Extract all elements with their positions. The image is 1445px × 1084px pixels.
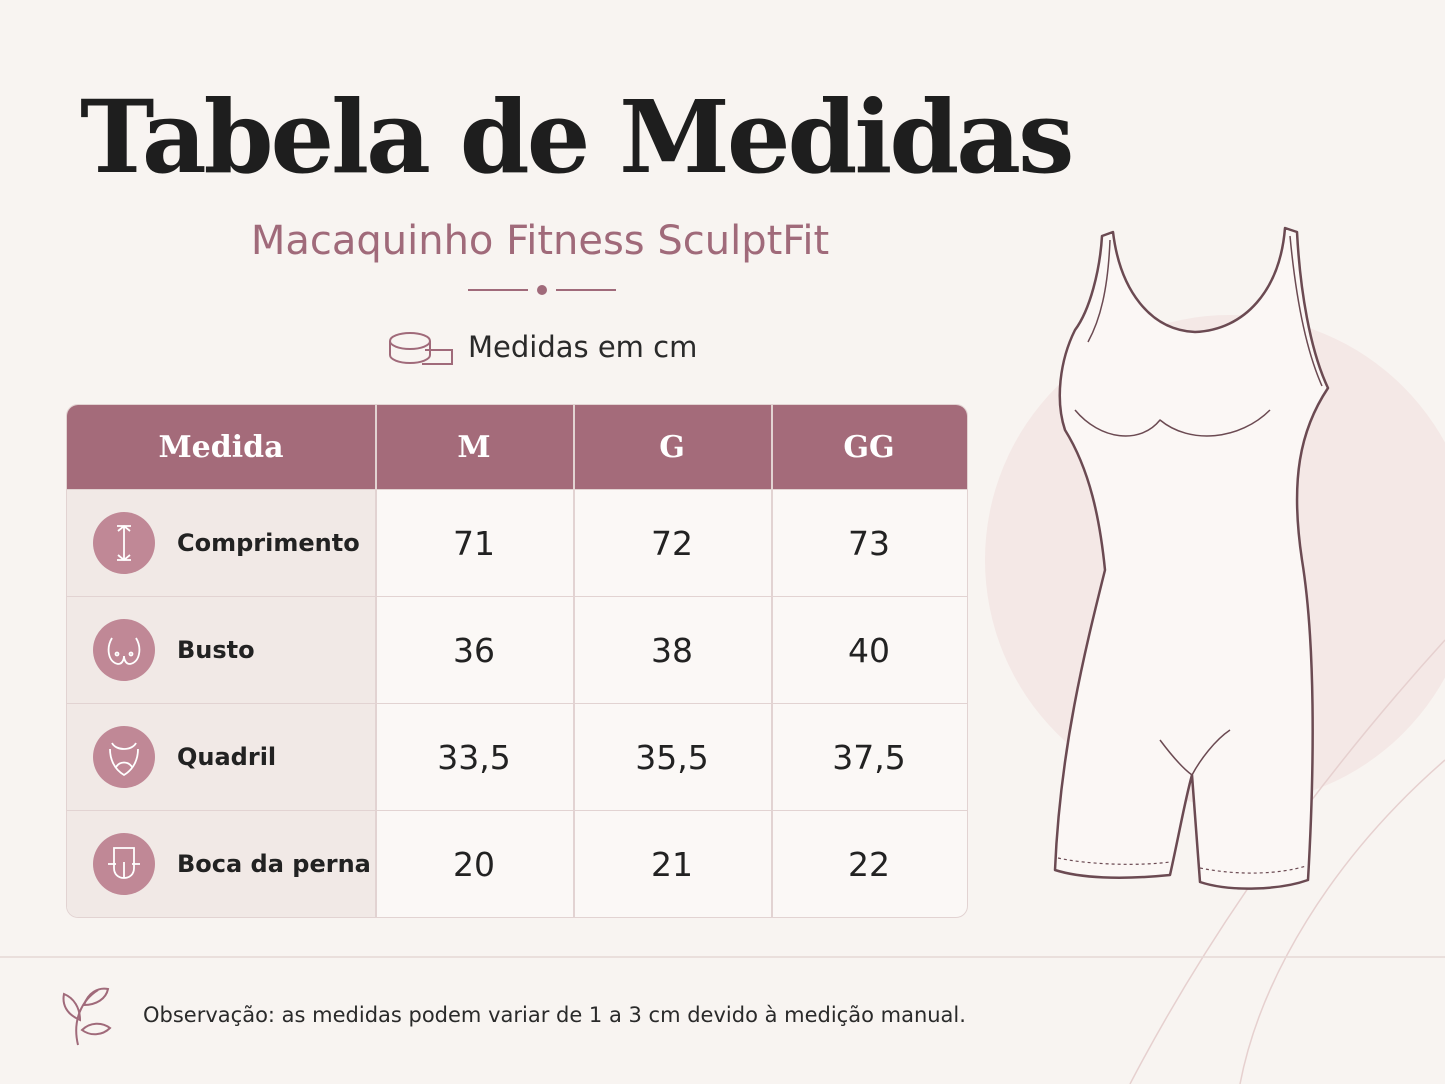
size-value: 21 <box>573 810 771 917</box>
row-icon <box>93 726 155 788</box>
size-value: 33,5 <box>375 703 573 810</box>
size-value: 37,5 <box>771 703 967 810</box>
footnote: Observação: as medidas podem variar de 1… <box>143 1003 966 1027</box>
column-divider <box>375 405 377 917</box>
row-label: Busto <box>67 596 375 703</box>
size-value: 71 <box>375 489 573 596</box>
subtitle: Macaquinho Fitness SculptFit <box>250 218 830 264</box>
column-header: G <box>573 405 771 489</box>
size-value: 72 <box>573 489 771 596</box>
column-header: Medida <box>67 405 375 489</box>
size-value: 38 <box>573 596 771 703</box>
size-value: 20 <box>375 810 573 917</box>
size-value: 73 <box>771 489 967 596</box>
column-divider <box>771 405 773 917</box>
row-label: Quadril <box>67 703 375 810</box>
row-icon <box>93 512 155 574</box>
row-label: Boca da perna <box>67 810 375 917</box>
column-header: M <box>375 405 573 489</box>
size-value: 35,5 <box>573 703 771 810</box>
row-icon <box>93 833 155 895</box>
column-divider <box>573 405 575 917</box>
row-label: Comprimento <box>67 489 375 596</box>
size-value: 40 <box>771 596 967 703</box>
size-value: 36 <box>375 596 573 703</box>
size-table: Medida M G GG Comprimento 71 72 73 Busto 36 38 40 Qu… <box>66 404 968 918</box>
column-header: GG <box>771 405 967 489</box>
row-icon <box>93 619 155 681</box>
size-value: 22 <box>771 810 967 917</box>
units-note: Medidas em cm <box>468 330 698 364</box>
title: Tabela de Medidas <box>80 78 1074 196</box>
